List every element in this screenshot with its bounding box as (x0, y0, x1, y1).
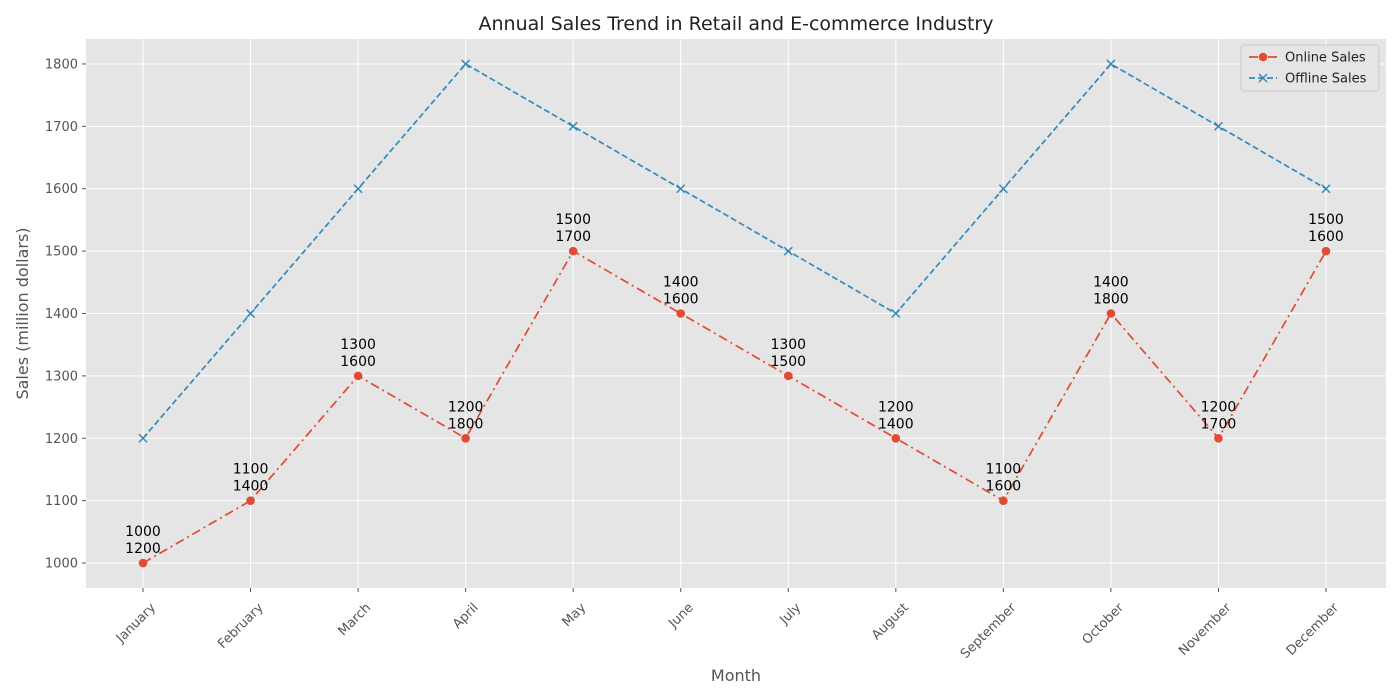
data-point-marker (246, 496, 255, 505)
series-line (142, 249, 1327, 564)
y-tick-label: 1100 (45, 494, 78, 509)
y-tick-label: 1400 (45, 307, 78, 322)
x-tick-label: December (1284, 600, 1343, 659)
x-tick-label: September (958, 600, 1020, 662)
data-label: 1600 (663, 292, 699, 308)
data-label: 1200 (1201, 399, 1237, 415)
data-label: 1700 (555, 229, 591, 245)
data-point-marker (998, 184, 1008, 194)
data-label: 1500 (1308, 212, 1344, 228)
x-tick-label: August (869, 600, 912, 643)
x-tick-label: April (450, 600, 482, 632)
data-point-marker (138, 433, 148, 443)
data-point-marker (1214, 433, 1223, 443)
data-point-marker (676, 184, 686, 194)
data-label: 1400 (1093, 275, 1129, 291)
data-label: 1500 (770, 354, 806, 370)
x-tick-label: June (665, 600, 696, 631)
data-label: 1200 (878, 399, 914, 415)
data-point-marker (783, 246, 793, 256)
x-tick-label: November (1176, 600, 1235, 659)
y-tick-label: 1600 (45, 182, 78, 197)
series-line (142, 62, 1327, 439)
data-label: 1600 (986, 479, 1022, 495)
data-label: 1700 (1201, 416, 1237, 432)
y-axis-label: Sales (million dollars) (13, 227, 32, 399)
data-label: 1100 (233, 462, 269, 478)
x-tick-label: January (113, 600, 159, 646)
x-tick-label: October (1080, 600, 1128, 648)
data-label: 1400 (663, 275, 699, 291)
data-label: 1300 (340, 337, 376, 353)
data-label: 1400 (233, 479, 269, 495)
data-label: 1300 (770, 337, 806, 353)
legend-marker (1258, 73, 1268, 83)
data-point-marker (676, 309, 686, 318)
data-label: 1000 (125, 524, 161, 540)
legend-label: Offline Sales (1285, 72, 1367, 87)
data-label: 1600 (340, 354, 376, 370)
series-online-sales (138, 246, 1331, 568)
data-label: 1100 (986, 462, 1022, 478)
data-point-marker (1106, 309, 1116, 318)
data-point-marker (1321, 246, 1331, 256)
data-label: 1200 (125, 541, 161, 557)
data-label: 1200 (448, 399, 484, 415)
data-point-marker (246, 308, 256, 319)
x-axis-label: Month (711, 666, 761, 685)
y-tick-label: 1700 (45, 120, 78, 135)
data-labels: 1000120011001400130016001200180015001700… (125, 212, 1344, 557)
legend-label: Online Sales (1285, 51, 1366, 66)
data-point-marker (783, 371, 793, 381)
data-label: 1600 (1308, 229, 1344, 245)
x-tick-label: May (560, 600, 590, 630)
y-tick-label: 1000 (45, 557, 78, 572)
data-label: 1500 (555, 212, 591, 228)
x-tick-label: March (336, 600, 375, 639)
x-tick-label: July (776, 600, 804, 628)
data-point-marker (1213, 121, 1223, 131)
legend-item: Online Sales (1249, 51, 1366, 66)
data-point-marker (891, 433, 901, 443)
legend-marker (1258, 52, 1268, 62)
y-tick-label: 1500 (45, 245, 78, 260)
data-label: 1800 (1093, 292, 1129, 308)
data-point-marker (461, 433, 470, 443)
data-point-marker (1321, 184, 1331, 194)
data-point-marker (1106, 59, 1116, 69)
series-lines (138, 59, 1331, 568)
legend: Online Sales Offline Sales (1240, 44, 1380, 92)
chart-title: Annual Sales Trend in Retail and E-comme… (479, 13, 994, 35)
y-tick-label: 1300 (45, 369, 78, 384)
data-point-marker (891, 308, 901, 319)
data-point-marker (138, 558, 148, 568)
series-offline-sales (138, 59, 1331, 443)
data-point-marker (568, 246, 578, 256)
data-point-marker (461, 59, 471, 69)
legend-item: Offline Sales (1249, 72, 1367, 87)
y-tick-label: 1200 (45, 432, 78, 447)
data-point-marker (353, 184, 363, 194)
data-label: 1800 (448, 416, 484, 432)
y-tick-label: 1800 (45, 57, 78, 72)
data-point-marker (999, 496, 1008, 505)
x-tick-label: February (215, 600, 267, 652)
data-label: 1400 (878, 416, 914, 432)
data-point-marker (568, 121, 578, 131)
data-point-marker (353, 371, 363, 381)
